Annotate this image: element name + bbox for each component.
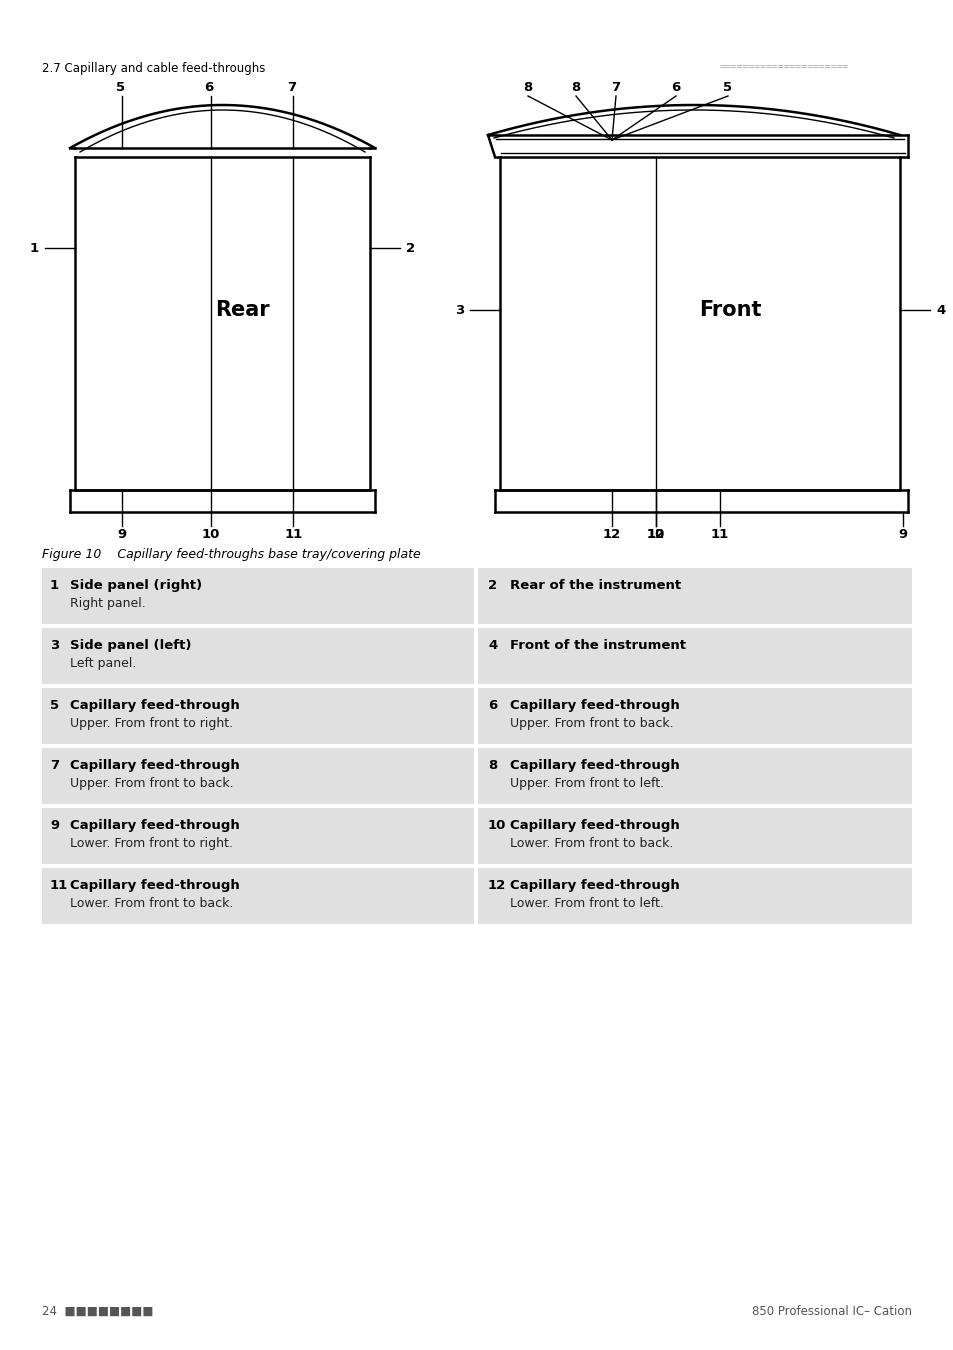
Text: 9: 9 [898,528,906,541]
Text: Front: Front [698,300,760,320]
Text: 2: 2 [406,242,415,255]
Text: 10: 10 [488,819,506,832]
Text: Upper. From front to back.: Upper. From front to back. [510,717,673,730]
Text: Capillary feed-through: Capillary feed-through [70,819,239,832]
Bar [42,568,474,624]
Bar [477,688,911,744]
Text: 1: 1 [50,579,59,593]
Bar [477,568,911,624]
Text: Lower. From front to back.: Lower. From front to back. [510,837,673,850]
Text: 11: 11 [710,528,728,541]
Text: 5: 5 [50,699,59,711]
Text: 24  ■■■■■■■■: 24 ■■■■■■■■ [42,1305,153,1318]
Text: Upper. From front to right.: Upper. From front to right. [70,717,233,730]
Text: 7: 7 [50,759,59,772]
Text: 12: 12 [646,528,664,541]
Text: Left panel.: Left panel. [70,657,136,670]
Text: Rear of the instrument: Rear of the instrument [510,579,680,593]
Text: Lower. From front to right.: Lower. From front to right. [70,837,233,850]
Text: Side panel (right): Side panel (right) [70,579,202,593]
Text: 2.7 Capillary and cable feed-throughs: 2.7 Capillary and cable feed-throughs [42,62,265,76]
Text: 6: 6 [671,81,679,95]
Text: Lower. From front to back.: Lower. From front to back. [70,896,233,910]
Text: 10: 10 [646,528,664,541]
Bar [477,809,911,864]
Bar [42,628,474,684]
Bar [477,868,911,923]
Text: Upper. From front to left.: Upper. From front to left. [510,778,663,790]
Text: Capillary feed-through: Capillary feed-through [70,759,239,772]
Text: Rear: Rear [215,300,270,320]
Bar [477,628,911,684]
Text: Capillary feed-through: Capillary feed-through [70,879,239,892]
Text: 5: 5 [722,81,732,95]
Text: 7: 7 [287,81,295,95]
Text: Capillary feed-through: Capillary feed-through [510,819,679,832]
Text: 8: 8 [488,759,497,772]
Text: 4: 4 [935,304,944,316]
Text: Capillary feed-through: Capillary feed-through [70,699,239,711]
Text: 9: 9 [117,528,127,541]
Bar [477,748,911,805]
Text: 6: 6 [204,81,213,95]
Text: Right panel.: Right panel. [70,597,146,610]
Text: Capillary feed-through: Capillary feed-through [510,699,679,711]
Text: Capillary feed-through: Capillary feed-through [510,759,679,772]
Text: Front of the instrument: Front of the instrument [510,639,685,652]
Bar [42,688,474,744]
Text: Figure 10    Capillary feed-throughs base tray/covering plate: Figure 10 Capillary feed-throughs base t… [42,548,420,562]
Text: 5: 5 [115,81,125,95]
Text: 1: 1 [30,242,39,255]
Text: 12: 12 [602,528,620,541]
Text: 2: 2 [488,579,497,593]
Text: Side panel (left): Side panel (left) [70,639,192,652]
Text: Capillary feed-through: Capillary feed-through [510,879,679,892]
Text: 4: 4 [488,639,497,652]
Bar [42,868,474,923]
Text: 11: 11 [50,879,69,892]
Bar [42,748,474,805]
Text: Lower. From front to left.: Lower. From front to left. [510,896,663,910]
Text: Upper. From front to back.: Upper. From front to back. [70,778,233,790]
Text: 7: 7 [611,81,619,95]
Text: 850 Professional IC– Cation: 850 Professional IC– Cation [751,1305,911,1318]
Text: 11: 11 [284,528,302,541]
Text: 10: 10 [201,528,219,541]
Text: 3: 3 [455,304,463,316]
Text: 8: 8 [523,81,532,95]
Text: 6: 6 [488,699,497,711]
Bar [42,809,474,864]
Text: 12: 12 [488,879,506,892]
Text: 9: 9 [50,819,59,832]
Text: 8: 8 [571,81,580,95]
Text: 3: 3 [50,639,59,652]
Text: ======================: ====================== [720,62,848,72]
